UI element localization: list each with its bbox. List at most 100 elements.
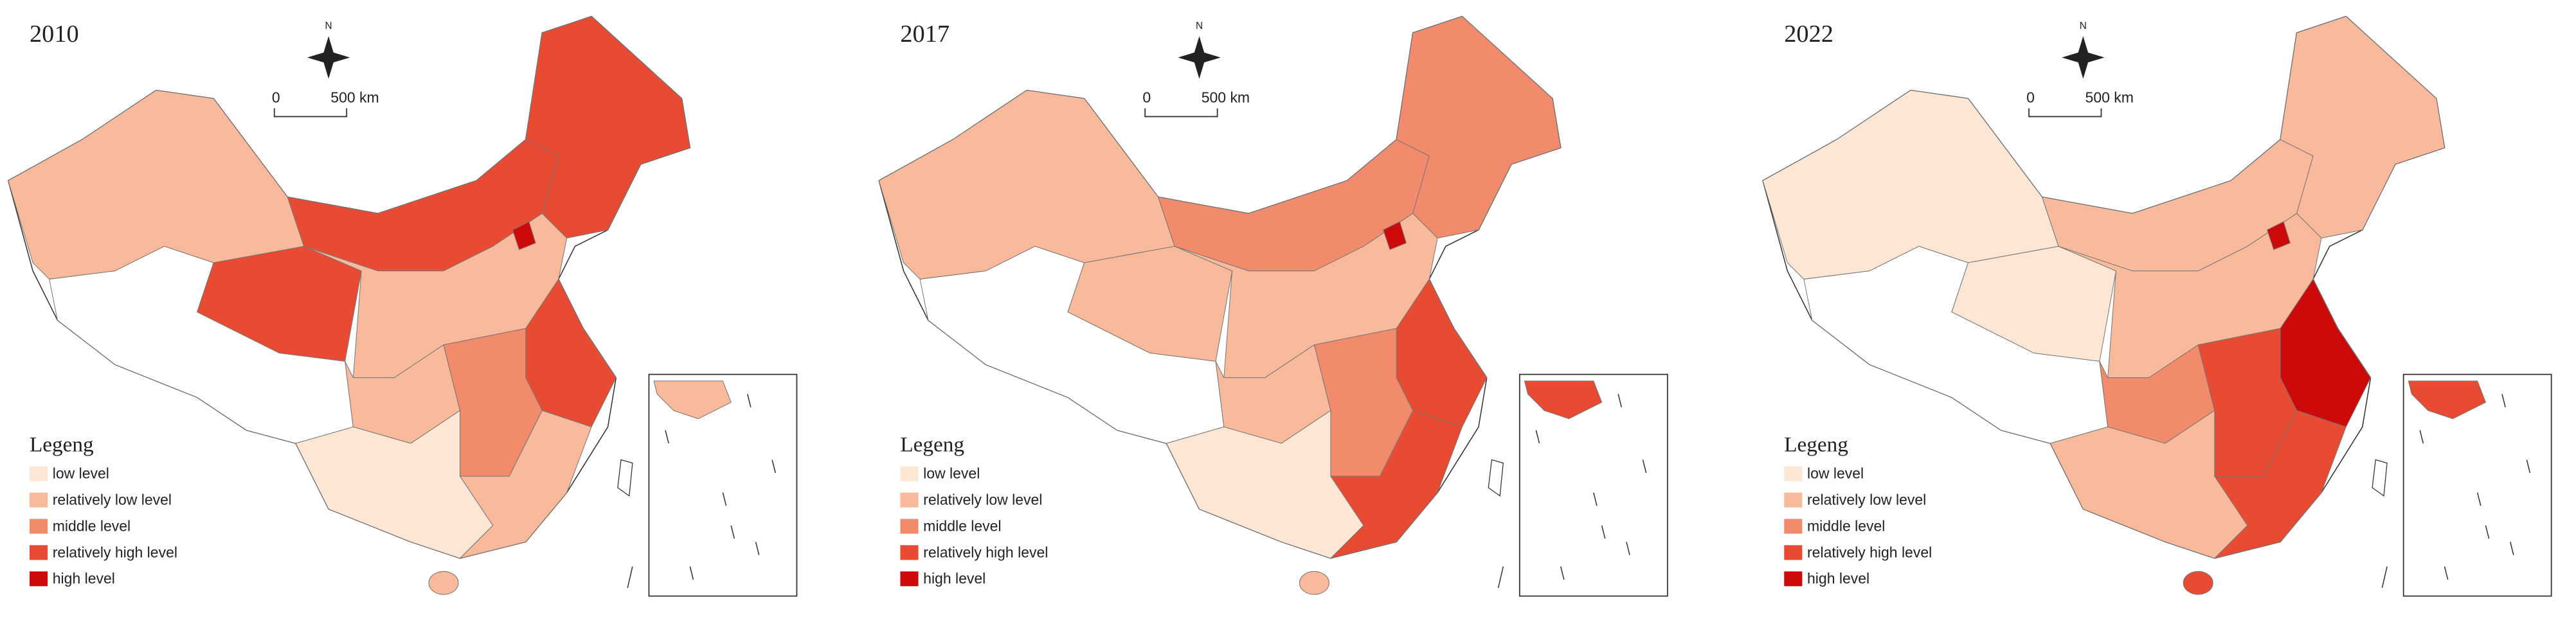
inset-boundary-dash (1617, 394, 1623, 407)
legend-swatch (29, 519, 48, 534)
inset-boundary-dash (747, 394, 752, 407)
scale-bar (1144, 108, 1218, 118)
map-panel: 2010 N 0 500 km Legeng low level relatively lo… (7, 15, 798, 597)
legend-swatch (29, 492, 48, 508)
inset-boundary-dash (1642, 459, 1647, 474)
legend-label: middle level (53, 517, 131, 534)
legend-swatch (900, 519, 919, 534)
province-region (2266, 221, 2291, 251)
inset-boundary-dash (1535, 430, 1540, 444)
legend-swatch (29, 466, 48, 481)
province-region (1329, 410, 1463, 559)
province-region (1383, 221, 1407, 251)
legend-title: Legeng (1784, 433, 1848, 457)
north-label: N (1196, 21, 1203, 31)
inset-frame (648, 373, 798, 597)
inset-boundary-dash (2526, 459, 2531, 474)
legend-label: middle level (1807, 517, 1885, 534)
inset-boundary-dash (2510, 542, 2514, 555)
province-taiwan (617, 459, 633, 497)
legend-label: middle level (923, 517, 1001, 534)
legend-swatch (900, 545, 919, 560)
legend-label: high level (1807, 570, 1869, 587)
legend-swatch (29, 571, 48, 587)
north-label: N (325, 21, 332, 31)
inset-frame (2402, 373, 2552, 597)
province-region (458, 410, 592, 559)
legend-label: relatively low level (53, 492, 172, 508)
inset-boundary-dash (2476, 492, 2481, 506)
province-region (2280, 15, 2445, 239)
inset-boundary-dash (1601, 525, 1606, 539)
scale-end: 500 km (2085, 89, 2134, 105)
north-arrow (307, 36, 350, 79)
province-hainan (2183, 571, 2213, 595)
inset-boundary-dash (755, 542, 760, 555)
inset-coast (653, 380, 732, 420)
legend-label: low level (53, 465, 109, 482)
legend-label: low level (1807, 465, 1864, 482)
inset-boundary-dash (771, 459, 776, 474)
province-region (512, 221, 536, 251)
inset-boundary-dash (1626, 542, 1630, 555)
legend-label: relatively high level (53, 544, 177, 560)
north-arrow (2062, 36, 2105, 79)
inset-boundary-dash (665, 430, 669, 444)
inset-coast (2408, 380, 2487, 420)
legend-title: Legeng (30, 433, 94, 457)
legend-title: Legeng (900, 433, 964, 457)
legend-swatch (1784, 571, 1803, 587)
island-mark (627, 566, 633, 589)
province-region (1396, 15, 1562, 239)
province-region (2213, 410, 2346, 559)
map-panel: 2022 N 0 500 km Legeng low level relatively lo… (1762, 15, 2552, 597)
island-mark (1497, 566, 1504, 589)
inset-boundary-dash (730, 525, 735, 539)
province-hainan (428, 571, 459, 595)
scale-end: 500 km (1202, 89, 1250, 105)
scale-bar (273, 108, 348, 118)
legend-label: relatively high level (923, 544, 1048, 560)
north-label: N (2080, 21, 2087, 31)
inset-boundary-dash (2485, 525, 2490, 539)
inset-boundary-dash (1593, 492, 1598, 506)
legend-label: low level (923, 465, 980, 482)
province-hainan (1299, 571, 1329, 595)
south-sea-inset (1518, 373, 1668, 597)
south-sea-inset (2402, 373, 2552, 597)
inset-boundary-dash (689, 566, 694, 580)
scale-bar (2028, 108, 2102, 118)
island-mark (2381, 566, 2388, 589)
legend-label: relatively low level (1807, 492, 1926, 508)
legend-swatch (900, 466, 919, 481)
legend-swatch (1784, 519, 1803, 534)
north-arrow (1178, 36, 1221, 79)
south-sea-inset (648, 373, 798, 597)
scale-start: 0 (1142, 89, 1151, 105)
inset-boundary-dash (2501, 394, 2506, 407)
legend-label: high level (923, 570, 986, 587)
map-year: 2017 (900, 21, 950, 48)
legend-label: high level (53, 570, 115, 587)
legend-swatch (29, 545, 48, 560)
inset-frame (1518, 373, 1668, 597)
inset-coast (1524, 380, 1603, 420)
inset-boundary-dash (2419, 430, 2424, 444)
inset-boundary-dash (1560, 566, 1565, 580)
map-year: 2022 (1784, 21, 1833, 48)
legend-swatch (1784, 545, 1803, 560)
legend-swatch (1784, 466, 1803, 481)
legend-swatch (1784, 492, 1803, 508)
legend-swatch (900, 571, 919, 587)
scale-start: 0 (2026, 89, 2035, 105)
province-taiwan (2372, 459, 2388, 497)
legend-swatch (900, 492, 919, 508)
scale-end: 500 km (330, 89, 379, 105)
province-taiwan (1488, 459, 1504, 497)
map-year: 2010 (30, 21, 79, 48)
province-region (525, 15, 690, 239)
inset-boundary-dash (722, 492, 727, 506)
legend-label: relatively high level (1807, 544, 1932, 560)
scale-start: 0 (272, 89, 280, 105)
